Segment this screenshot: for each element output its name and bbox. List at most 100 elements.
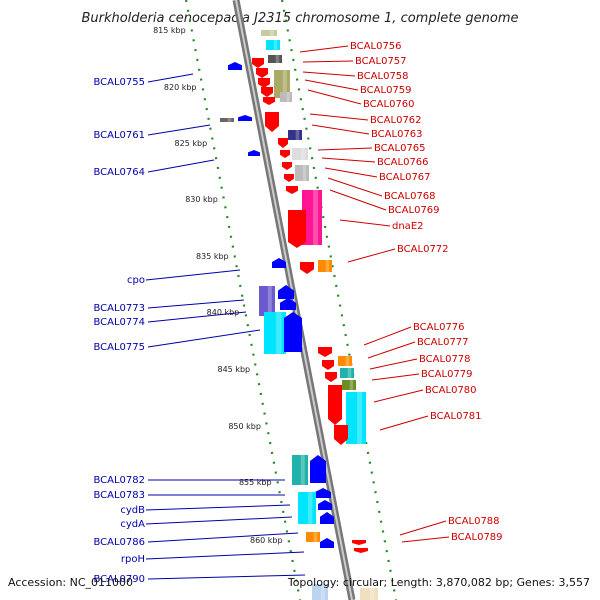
right-gene-label: BCAL0779 [421,369,473,380]
left-leader-line [147,124,211,136]
gene-feature-shine-42 [300,455,305,485]
left-leader-line [147,73,194,83]
gene-feature-52 [312,584,328,600]
kbp-tick-label: 825 kbp [175,139,208,148]
gene-feature-18 [295,165,309,181]
left-gene-label: BCAL0764 [93,167,145,178]
label-leader-lines [145,45,450,580]
gene-arrow-20 [288,210,306,248]
kbp-tick-label: 820 kbp [164,83,197,92]
map-title: Burkholderia cenocepacia J2315 chromosom… [81,11,518,26]
right-gene-label: BCAL0772 [397,244,449,255]
right-gene-label: BCAL0780 [425,385,477,396]
right-leader-line [347,248,396,263]
gene-arrow-26 [248,150,260,156]
right-gene-label: BCAL0768 [384,191,436,202]
right-gene-label: BCAL0776 [413,322,465,333]
gene-feature-31 [264,312,286,354]
gene-feature-shine-48 [313,532,318,542]
gene-feature-1 [266,40,280,50]
right-leader-line [307,89,362,105]
left-gene-label: rpoH [121,554,145,565]
right-gene-label: BCAL0766 [377,157,429,168]
left-leader-line [147,532,299,543]
right-leader-line [317,147,373,151]
tick-rail-left [184,0,302,600]
tick-dotted-lines [184,0,398,600]
gene-feature-24 [220,118,234,122]
gene-arrow-32 [284,312,302,352]
gene-feature-2 [268,55,282,63]
left-gene-label: BCAL0775 [93,342,145,353]
right-leader-line [327,177,383,197]
right-gene-label: dnaE2 [392,221,424,232]
right-gene-label: BCAL0765 [374,143,426,154]
gene-feature-53 [360,588,378,600]
left-leader-line [147,329,261,348]
gene-feature-19 [302,190,322,245]
left-gene-label: BCAL0755 [93,77,145,88]
right-leader-line [367,341,416,359]
gene-feature-shine-37 [347,368,352,378]
kbp-tick-label: 855 kbp [239,478,272,487]
kbp-tick-label: 860 kbp [250,536,283,545]
left-gene-label: BCAL0761 [93,130,145,141]
gene-arrow-13 [280,150,290,158]
gene-feature-shine-3 [282,70,287,98]
right-leader-line [304,79,359,91]
right-leader-line [399,520,447,536]
gene-arrow-51 [354,548,368,553]
left-leader-line [145,516,293,525]
gene-feature-shine-36 [345,356,350,366]
gene-arrow-8 [261,87,273,97]
left-gene-label: BCAL0783 [93,490,145,501]
right-gene-label: BCAL0769 [388,205,440,216]
genome-stats-text: Topology: circular; Length: 3,870,082 bp… [287,576,590,589]
gene-feature-shine-0 [269,30,274,36]
gene-arrow-25 [238,115,252,121]
right-gene-label: BCAL0778 [419,354,471,365]
right-leader-line [371,373,420,381]
gene-arrow-33 [318,347,332,357]
right-gene-label: BCAL0789 [451,532,503,543]
kbp-tick-label: 815 kbp [153,26,186,35]
left-gene-label: BCAL0782 [93,475,145,486]
gene-feature-shine-31 [276,312,282,354]
gene-feature-37 [340,368,354,378]
tick-rail-right [280,0,398,600]
gene-arrow-6 [256,68,268,78]
left-gene-label: BCAL0790 [93,574,145,585]
gene-feature-28 [259,286,275,316]
gene-feature-shine-53 [369,588,375,600]
gene-arrow-14 [282,162,292,170]
left-leader-line [145,269,241,281]
left-leader-line [145,504,291,511]
right-leader-line [363,326,412,346]
right-leader-line [299,45,349,53]
right-gene-labels: BCAL0756 BCAL0757 BCAL0758 BCAL0759 BCAL0760… [350,41,503,543]
left-leader-line [147,159,215,173]
gene-feature-shine-22 [325,260,330,272]
gene-arrow-7 [258,78,270,88]
gene-feature-38 [342,380,356,390]
kbp-tick-label: 830 kbp [185,195,218,204]
gene-features [220,30,378,600]
kbp-tick-labels: 815 kbp 820 kbp 825 kbp 830 kbp 835 kbp 840 k… [153,26,283,545]
gene-arrow-27 [272,258,286,268]
kbp-tick-label: 840 kbp [207,308,240,317]
left-leader-line [147,299,245,309]
gene-arrow-30 [280,298,296,310]
right-leader-line [311,124,370,135]
gene-arrow-10 [265,112,279,132]
right-gene-label: BCAL0781 [430,411,482,422]
gene-arrow-34 [322,360,334,370]
gene-arrow-16 [286,186,298,194]
right-gene-label: BCAL0760 [363,99,415,110]
gene-feature-shine-1 [273,40,278,50]
gene-arrow-39 [328,385,342,425]
gene-feature-shine-2 [275,55,280,63]
gene-arrow-49 [320,538,334,548]
gene-feature-shine-52 [320,584,325,600]
right-gene-label: BCAL0757 [355,56,407,67]
gene-feature-shine-45 [307,492,313,524]
